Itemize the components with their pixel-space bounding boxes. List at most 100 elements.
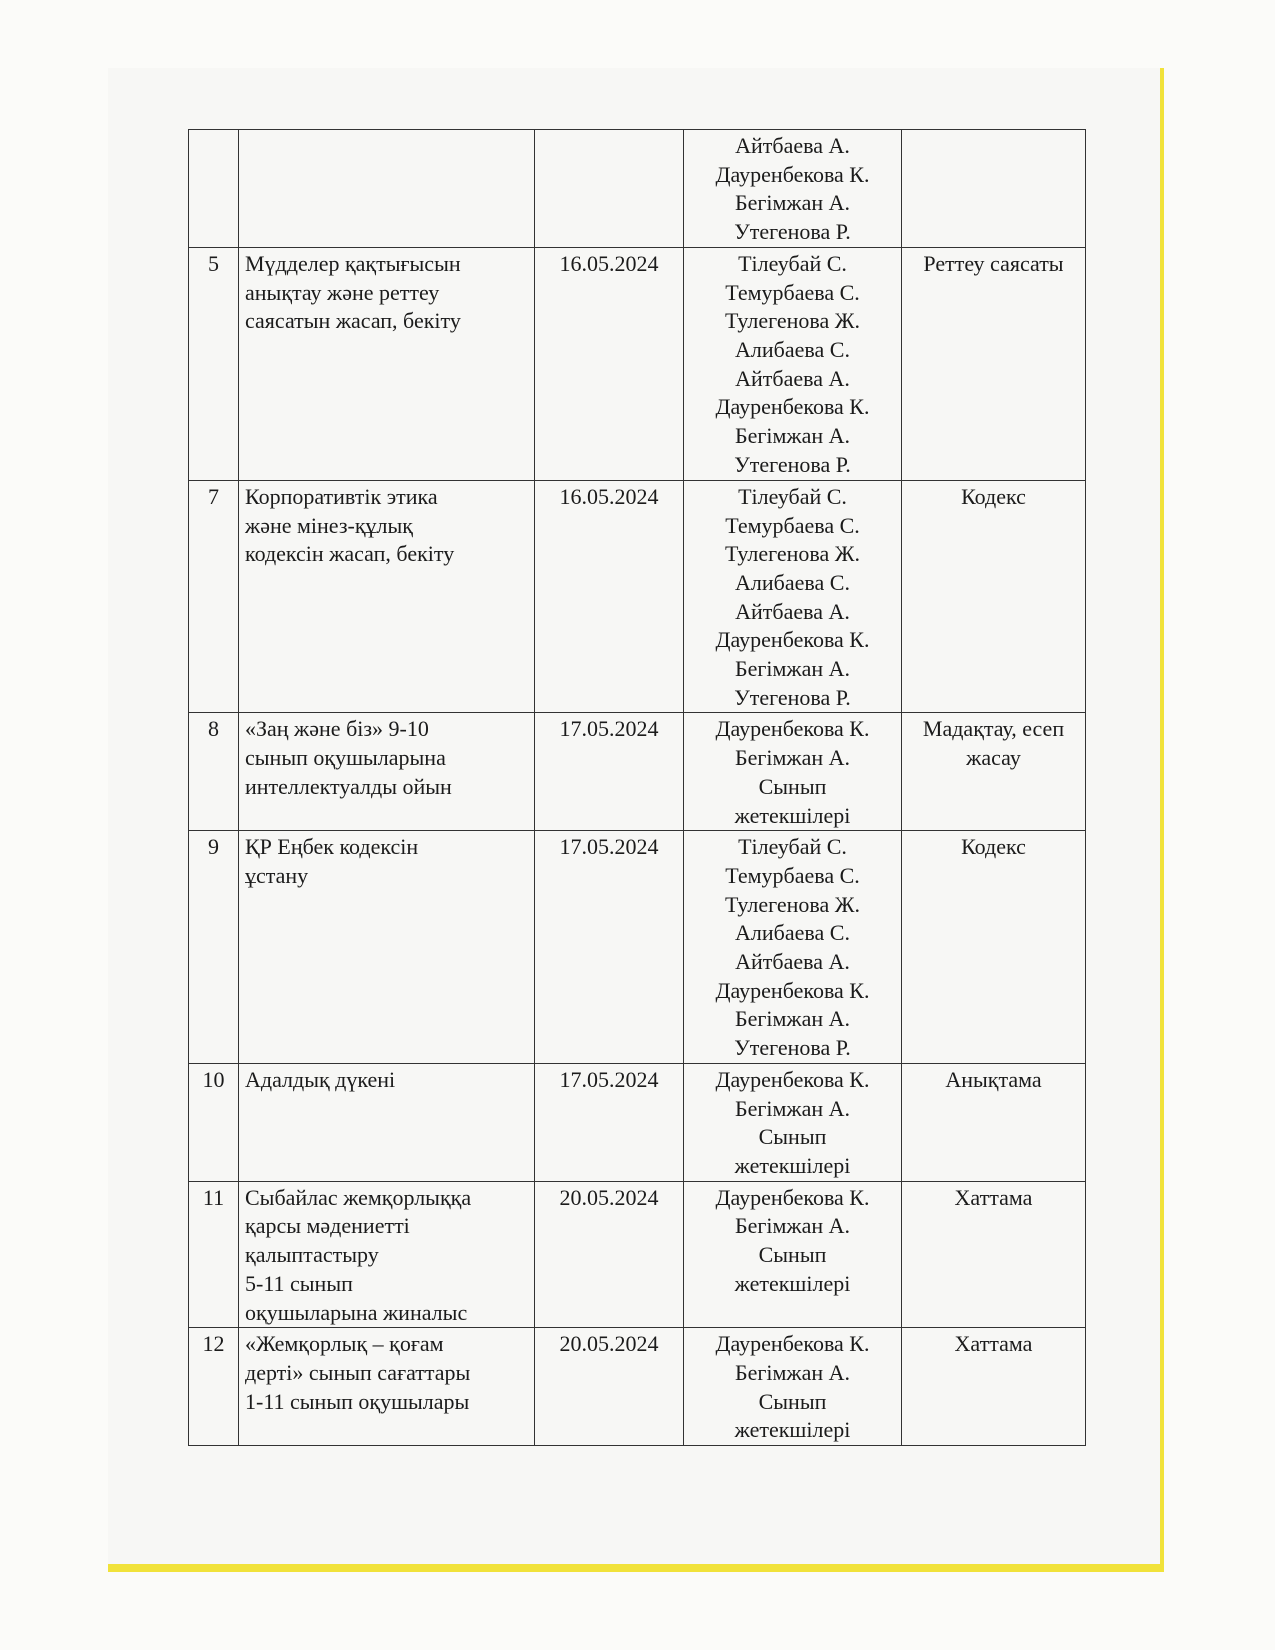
task-cell-line: Адалдық дүкені — [245, 1066, 396, 1092]
responsible-cell-line: Алибаева С. — [735, 336, 850, 362]
task-cell-line: Сыбайлас жемқорлыққа — [245, 1184, 472, 1210]
result-cell-line: Хаттама — [954, 1331, 1033, 1357]
responsible-cell-line: Дауренбекова К. — [715, 627, 870, 653]
task-cell: Адалдық дүкені — [238, 1062, 535, 1182]
task-cell-line: Корпоративтік этика — [245, 483, 438, 509]
responsible-cell: Дауренбекова К. Бегімжан А. Сынып жетекшіле… — [683, 1062, 902, 1182]
task-cell: «Жемқорлық – қоғам дерті» сынып сағаттары… — [238, 1327, 535, 1447]
task-cell: Корпоративтік этика және мінез-құлық кодек… — [238, 479, 535, 714]
date-cell: 16.05.2024 — [534, 246, 684, 481]
responsible-cell-line: Дауренбекова К. — [715, 977, 870, 1003]
task-cell-line: анықтау және реттеу — [245, 279, 440, 305]
task-cell-line: ұстану — [245, 862, 309, 888]
responsible-cell-line: Тілеубай С. — [738, 250, 847, 276]
task-cell-line: дерті» сынып сағаттары — [245, 1359, 471, 1385]
responsible-cell-line: Дауренбекова К. — [715, 1066, 870, 1092]
responsible-cell-line: Дауренбекова К. — [715, 394, 870, 420]
result-cell-line: Хаттама — [954, 1184, 1033, 1210]
responsible-cell: Дауренбекова К. Бегімжан А. Сынып жетекшіле… — [683, 712, 902, 832]
responsible-cell: Айтбаева А. Дауренбекова К. Бегімжан А. Уте… — [683, 129, 902, 248]
row-number: 10 — [188, 1062, 239, 1182]
responsible-cell-line: Дауренбекова К. — [715, 716, 870, 742]
responsible-cell-line: жетекшілері — [734, 802, 851, 828]
responsible-cell-line: Дауренбекова К. — [715, 1331, 870, 1357]
result-cell: Мадақтау, есеп жасау — [901, 712, 1086, 832]
task-cell-line: қарсы мәдениетті — [245, 1213, 410, 1239]
responsible-cell-line: Сынып — [758, 1242, 827, 1268]
result-cell — [901, 129, 1086, 248]
task-cell-line: оқушыларына жиналыс — [245, 1299, 468, 1325]
result-cell-line: жасау — [966, 745, 1021, 771]
task-cell-line: интеллектуалды ойын — [245, 773, 452, 799]
task-cell-line: Мүдделер қақтығысын — [245, 250, 461, 276]
responsible-cell-line: Темурбаева С. — [725, 279, 860, 305]
task-cell-line: сынып оқушыларына — [245, 745, 446, 771]
date-cell: 17.05.2024 — [534, 1062, 684, 1182]
row-number: 9 — [188, 830, 239, 1064]
task-cell: Мүдделер қақтығысын анықтау және реттеу са… — [238, 246, 535, 481]
task-cell-line: кодексін жасап, бекіту — [245, 541, 455, 567]
date-cell: 20.05.2024 — [534, 1180, 684, 1329]
responsible-cell-line: жетекшілері — [734, 1417, 851, 1443]
row-number: 12 — [188, 1327, 239, 1447]
responsible-cell-line: Дауренбекова К. — [715, 161, 870, 187]
responsible-cell-line: Темурбаева С. — [725, 862, 860, 888]
task-cell: ҚР Еңбек кодексін ұстану — [238, 830, 535, 1064]
responsible-cell-line: Тулегенова Ж. — [725, 541, 860, 567]
task-cell-line: және мінез-құлық — [245, 512, 413, 538]
task-cell — [238, 129, 535, 248]
responsible-cell-line: Утегенова Р. — [734, 451, 851, 477]
responsible-cell-line: Сынып — [758, 1388, 827, 1414]
result-cell: Кодекс — [901, 830, 1086, 1064]
responsible-cell-line: Айтбаева А. — [735, 949, 850, 975]
responsible-cell-line: Бегімжан А. — [734, 190, 851, 216]
task-cell-line: ҚР Еңбек кодексін — [245, 834, 419, 860]
task-cell-line: саясатын жасап, бекіту — [245, 308, 461, 334]
result-cell: Хаттама — [901, 1180, 1086, 1329]
result-cell: Кодекс — [901, 479, 1086, 714]
result-cell: Реттеу саясаты — [901, 246, 1086, 481]
responsible-cell-line: Утегенова Р. — [734, 684, 851, 710]
responsible-cell-line: Утегенова Р. — [734, 1035, 851, 1061]
date-cell: 16.05.2024 — [534, 479, 684, 714]
task-cell-line: қалыптастыру — [245, 1242, 379, 1268]
task-cell-line: «Заң және біз» 9-10 — [245, 716, 429, 742]
result-cell-line: Мадақтау, есеп — [922, 716, 1065, 742]
table-row: 11 Сыбайлас жемқорлыққа қарсы мәдениетті қа… — [188, 1180, 1086, 1329]
result-cell-line: Реттеу саясаты — [923, 250, 1064, 276]
responsible-cell-line: Дауренбекова К. — [715, 1184, 870, 1210]
responsible-cell-line: Бегімжан А. — [734, 1213, 851, 1239]
row-number: 7 — [188, 479, 239, 714]
date-cell: 17.05.2024 — [534, 712, 684, 832]
table-row: 9 ҚР Еңбек кодексін ұстану 17.05.2024 Тілеуб… — [188, 830, 1086, 1064]
responsible-cell: Тілеубай С. Темурбаева С. Тулегенова Ж. Али… — [683, 830, 902, 1064]
responsible-cell-line: Сынып — [758, 1124, 827, 1150]
responsible-cell-line: Бегімжан А. — [734, 1359, 851, 1385]
task-cell: Сыбайлас жемқорлыққа қарсы мәдениетті қалы… — [238, 1180, 535, 1329]
table-row: 5 Мүдделер қақтығысын анықтау және реттеу с… — [188, 246, 1086, 481]
plan-table: Айтбаева А. Дауренбекова К. Бегімжан А. Уте… — [188, 129, 1086, 1447]
result-cell: Анықтама — [901, 1062, 1086, 1182]
responsible-cell-line: Бегімжан А. — [734, 745, 851, 771]
responsible-cell: Дауренбекова К. Бегімжан А. Сынып жетекшіле… — [683, 1327, 902, 1447]
responsible-cell-line: Утегенова Р. — [734, 219, 851, 245]
responsible-cell-line: Алибаева С. — [735, 920, 850, 946]
result-cell-line: Кодекс — [961, 834, 1026, 860]
table-row: 8 «Заң және біз» 9-10 сынып оқушыларына инт… — [188, 712, 1086, 832]
responsible-cell-line: Темурбаева С. — [725, 512, 860, 538]
task-cell-line: «Жемқорлық – қоғам — [245, 1331, 444, 1357]
responsible-cell-line: Алибаева С. — [735, 569, 850, 595]
table-row: 12 «Жемқорлық – қоғам дерті» сынып сағатта… — [188, 1327, 1086, 1447]
task-cell-line: 1-11 сынып оқушылары — [245, 1388, 470, 1414]
responsible-cell-line: жетекшілері — [734, 1152, 851, 1178]
responsible-cell-line: Айтбаева А. — [735, 598, 850, 624]
responsible-cell: Тілеубай С. Темурбаева С. Тулегенова Ж. Али… — [683, 246, 902, 481]
date-cell — [534, 129, 684, 248]
responsible-cell-line: Бегімжан А. — [734, 656, 851, 682]
result-cell-line: Кодекс — [961, 483, 1026, 509]
row-number: 5 — [188, 246, 239, 481]
result-cell-line: Анықтама — [945, 1066, 1042, 1092]
responsible-cell-line: Бегімжан А. — [734, 1006, 851, 1032]
responsible-cell-line: Тілеубай С. — [738, 483, 847, 509]
task-cell-line: 5-11 сынып — [245, 1270, 353, 1296]
